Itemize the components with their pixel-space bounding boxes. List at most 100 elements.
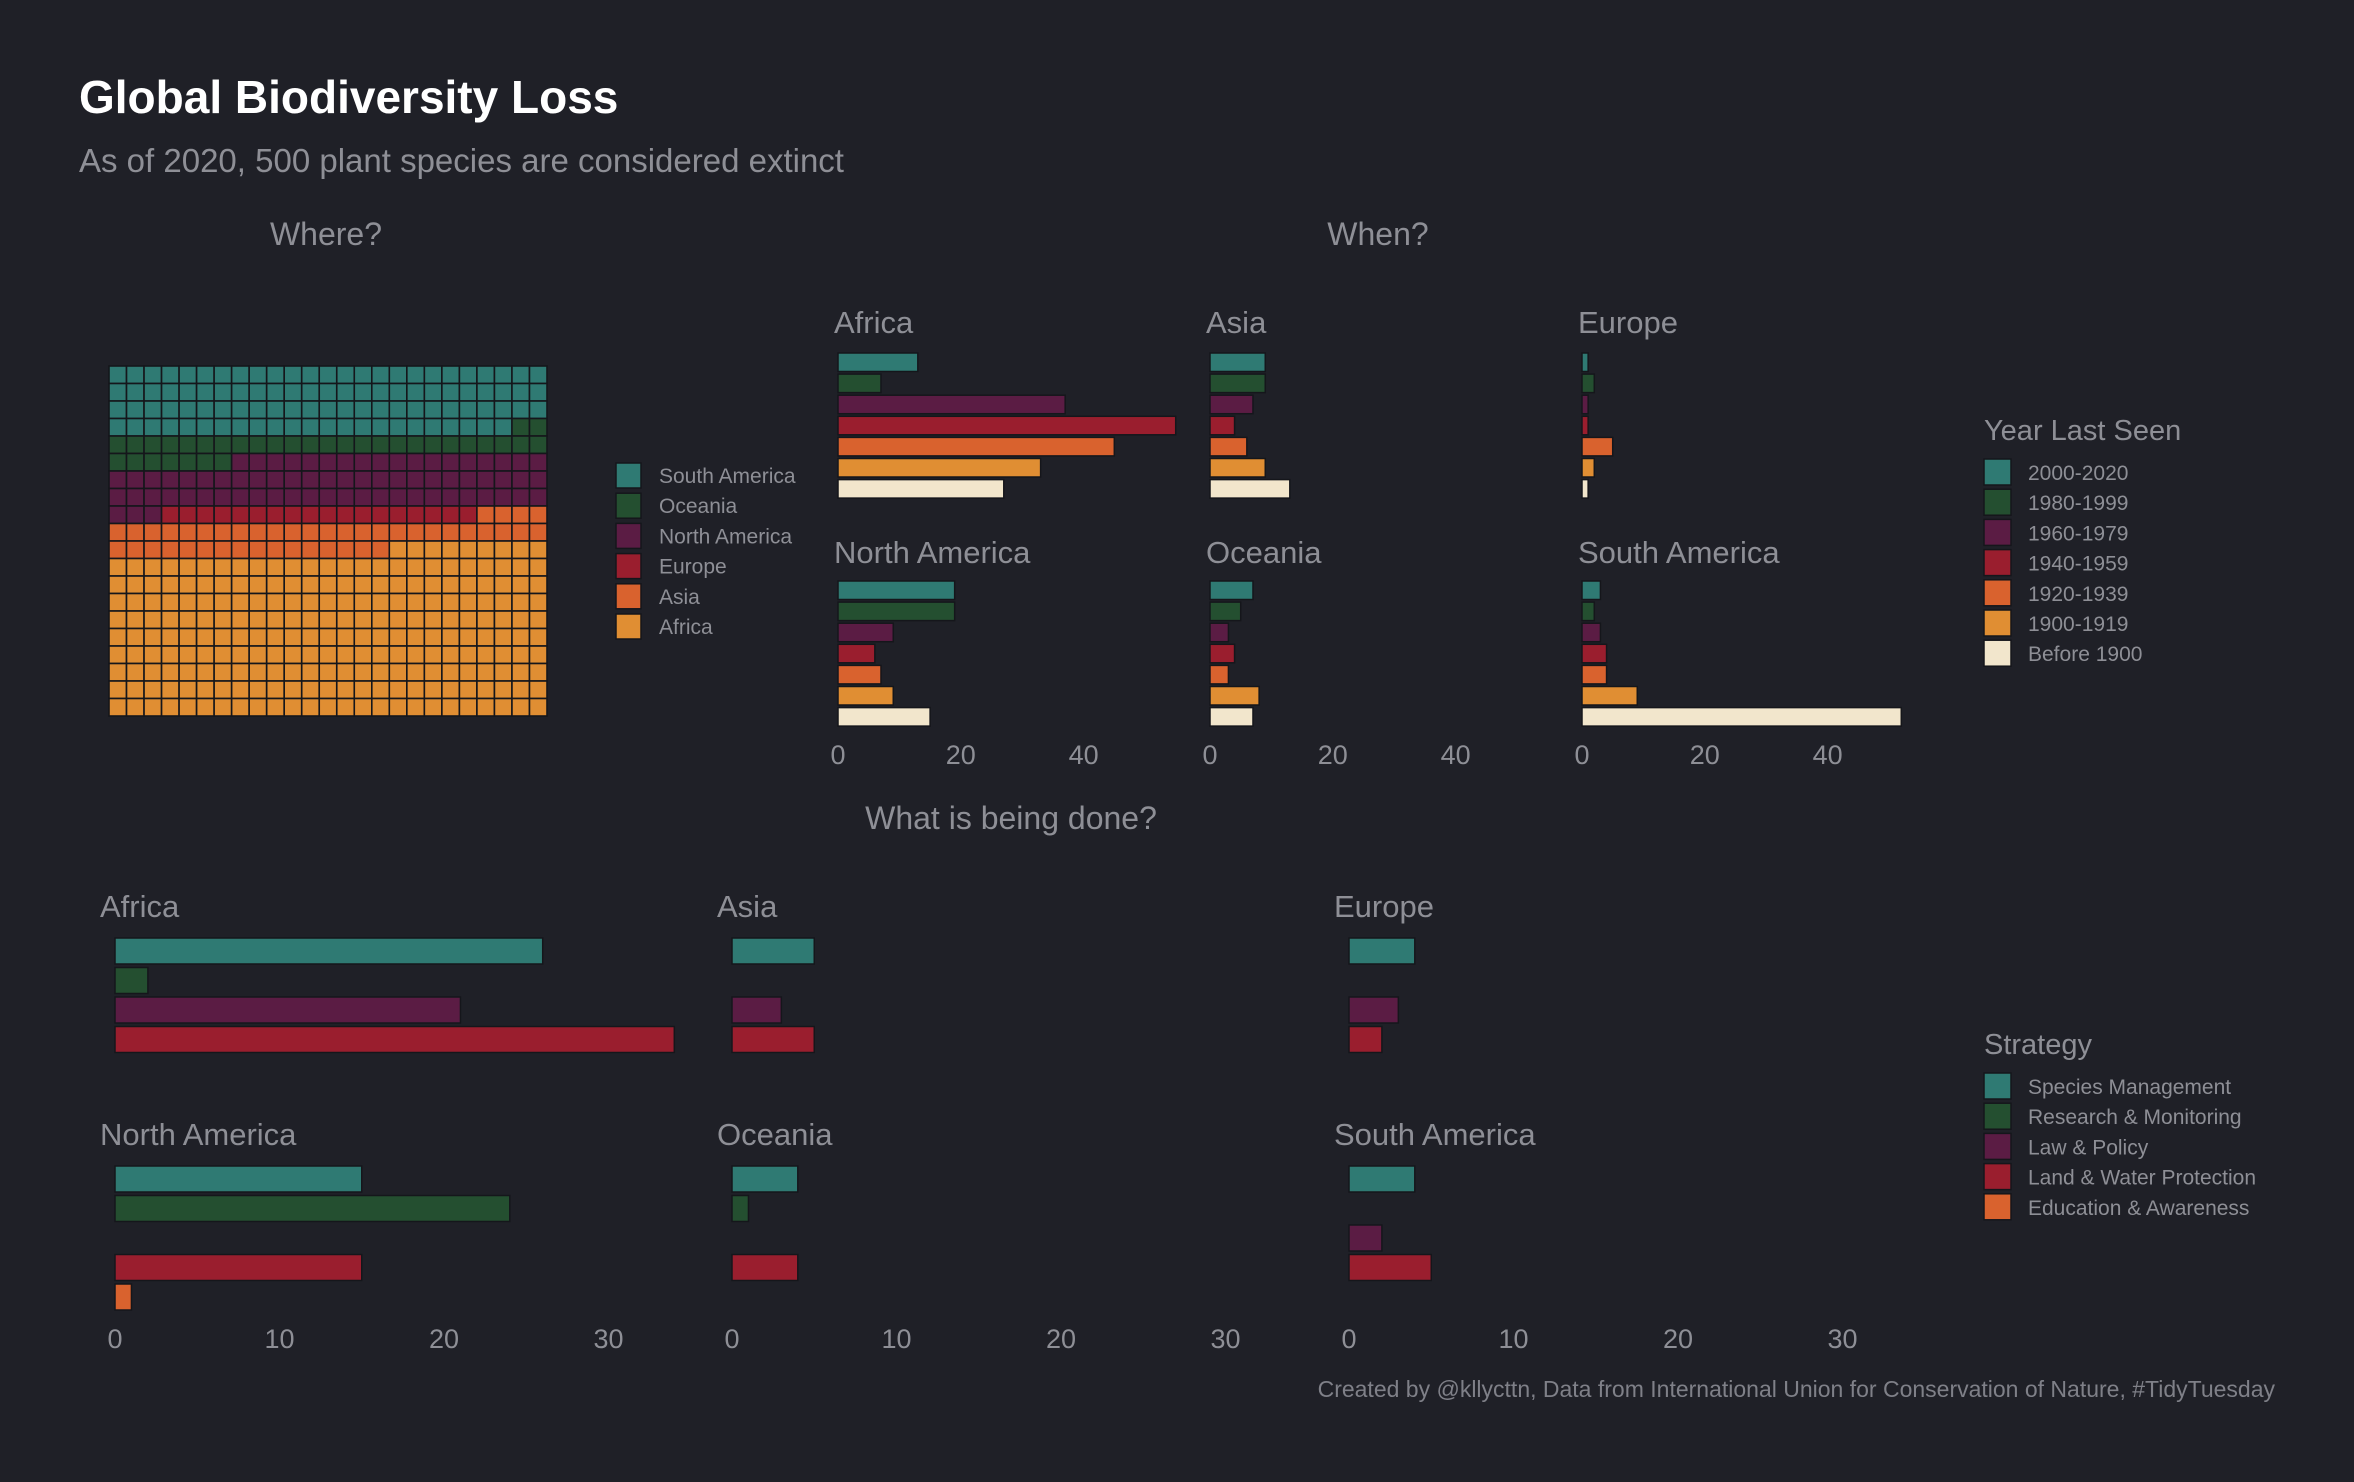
waffle-cell [248,557,268,577]
waffle-cell [318,592,338,612]
waffle-cell [178,680,198,700]
waffle-cell [160,400,180,420]
waffle-cell [335,575,356,595]
waffle-cell [195,435,215,455]
waffle-cell [511,470,531,490]
waffle-cell [458,540,478,560]
waffle-cell [108,365,128,385]
panel-title: Asia [1206,305,1267,340]
waffle-cell [370,575,391,595]
waffle-cell [335,627,356,647]
waffle-cell [283,487,303,507]
waffle-cell [335,382,356,402]
waffle-cell [511,400,531,420]
legend-swatch-law-and-policy [1983,1132,2012,1161]
waffle-cell [160,522,180,542]
bar-1900-1919 [1581,685,1639,706]
waffle-cell [476,540,496,560]
waffle-cell [265,680,285,700]
waffle-cell [300,540,321,560]
bar-research-and-monitoring [114,966,149,995]
waffle-cell [230,417,250,437]
waffle-cell [213,697,233,717]
waffle-cell [388,680,408,700]
bar-1980-1999 [837,601,956,622]
waffle-cell [213,540,233,560]
bar-1920-1939 [1581,664,1608,685]
waffle-cell [300,680,321,700]
waffle-cell [265,522,285,542]
bar-species-management [1348,1165,1416,1193]
waffle-cell [388,522,408,542]
waffle-cell [178,575,198,595]
bar-1960-1979 [1209,394,1254,415]
waffle-cell [178,627,198,647]
waffle-cell [441,662,461,682]
waffle-cell [370,522,391,542]
waffle-cell [125,365,145,385]
waffle-cell [423,627,443,647]
waffle-cell [458,435,478,455]
waffle-cell [353,662,373,682]
waffle-cell [265,435,285,455]
waffle-cell [178,487,198,507]
bar-1920-1939 [1209,436,1248,457]
waffle-cell [230,557,250,577]
waffle-cell [108,645,128,665]
waffle-cell [300,575,321,595]
waffle-cell [318,697,338,717]
legend-label-species-management: Species Management [2028,1076,2231,1099]
waffle-cell [195,645,215,665]
waffle-cell [441,627,461,647]
waffle-cell [476,557,496,577]
waffle-cell [441,610,461,630]
panel-what-asia: Asia [717,889,815,1054]
waffle-cell [265,540,285,560]
waffle-cell [283,435,303,455]
waffle-cell [265,505,285,525]
legend-label-1920-1939: 1920-1939 [2028,583,2128,606]
waffle-cell [335,505,356,525]
waffle-cell [125,540,145,560]
waffle-cell [493,365,513,385]
waffle-cell [108,592,128,612]
waffle-cell [335,365,356,385]
waffle-cell [406,470,426,490]
waffle-cell [458,557,478,577]
waffle-cell [511,680,531,700]
waffle-cell [335,592,356,612]
waffle-cell [108,627,128,647]
waffle-cell [493,697,513,717]
waffle-cell [528,452,548,472]
waffle-cell [125,697,145,717]
waffle-cell [441,365,461,385]
waffle-cell [388,487,408,507]
waffle-cell [441,435,461,455]
waffle-cell [388,697,408,717]
bar-law-and-policy [1348,996,1400,1024]
x-tick-label: 10 [1498,1324,1528,1354]
waffle-cell [195,627,215,647]
waffle-cell [300,627,321,647]
bar-land-and-water-protection [1348,1025,1383,1054]
bar-research-and-monitoring [731,1194,750,1223]
waffle-cell [511,487,531,507]
waffle-cell [230,592,250,612]
waffle-cell [476,592,496,612]
waffle-cell [248,592,268,612]
bar-1940-1959 [1581,415,1589,436]
waffle-cell [406,435,426,455]
bar-education-and-awareness [114,1283,133,1311]
waffle-cell [248,540,268,560]
waffle-cell [143,610,163,630]
waffle-cell [265,417,285,437]
waffle-cell [108,505,128,525]
waffle-cell [213,522,233,542]
waffle-cell [108,382,128,402]
waffle-cell [195,592,215,612]
bar-before-1900 [1209,478,1291,499]
panel-title: Europe [1578,305,1678,340]
x-tick-label: 0 [1574,740,1589,770]
legend-what: Strategy Species Management Research & Mon… [1983,1029,2256,1221]
